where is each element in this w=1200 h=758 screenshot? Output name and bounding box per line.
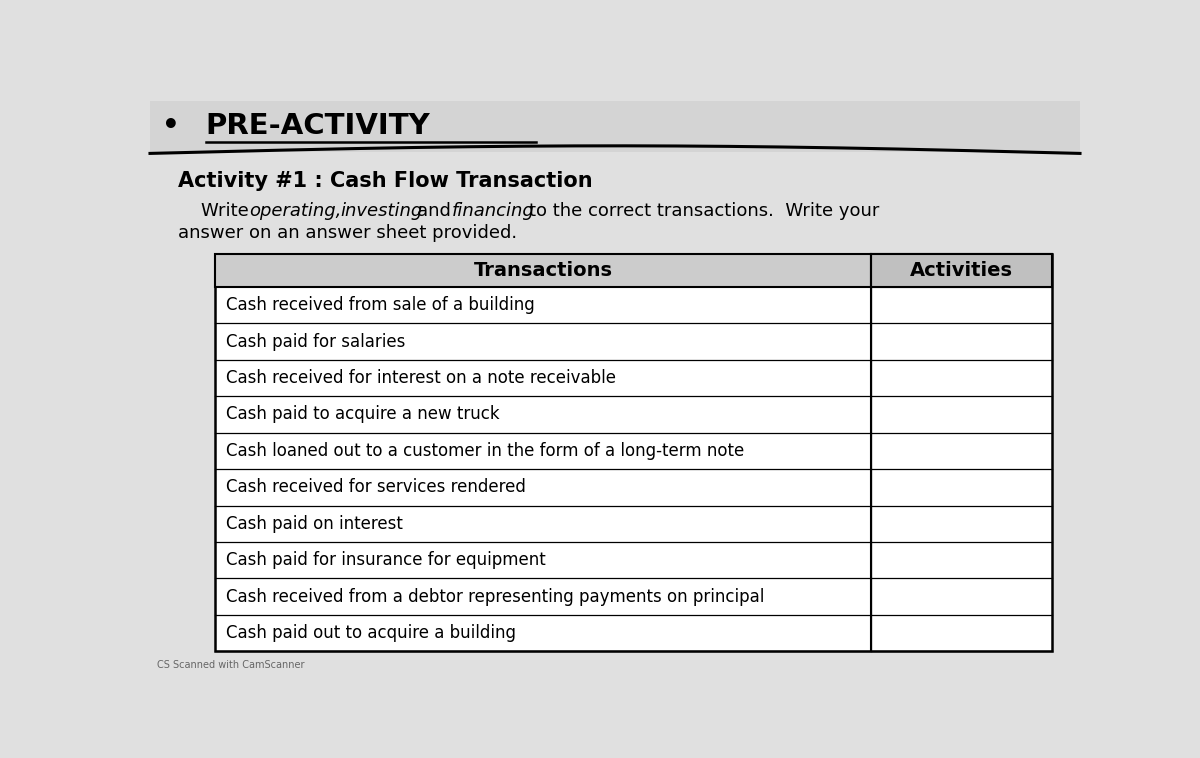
Text: Cash paid to acquire a new truck: Cash paid to acquire a new truck (227, 406, 500, 424)
Bar (215, 255, 1052, 651)
Text: Cash received for interest on a note receivable: Cash received for interest on a note rec… (227, 369, 617, 387)
Text: Cash paid out to acquire a building: Cash paid out to acquire a building (227, 624, 516, 642)
Text: investing: investing (341, 202, 422, 220)
Text: financing: financing (452, 202, 535, 220)
Bar (150, 101, 1080, 152)
Text: CS Scanned with CamScanner: CS Scanned with CamScanner (157, 660, 305, 670)
Text: to the correct transactions.  Write your: to the correct transactions. Write your (528, 202, 878, 220)
Text: Cash paid for salaries: Cash paid for salaries (227, 333, 406, 351)
Bar (871, 255, 1052, 287)
Text: Transactions: Transactions (474, 262, 612, 280)
Text: Write: Write (202, 202, 254, 220)
Text: operating,: operating, (250, 202, 342, 220)
Text: Cash paid for insurance for equipment: Cash paid for insurance for equipment (227, 551, 546, 569)
Text: Cash received from sale of a building: Cash received from sale of a building (227, 296, 535, 314)
Text: PRE-ACTIVITY: PRE-ACTIVITY (206, 111, 431, 139)
Text: •: • (162, 111, 179, 139)
Text: Activities: Activities (910, 262, 1013, 280)
Text: Activity #1 : Cash Flow Transaction: Activity #1 : Cash Flow Transaction (178, 171, 593, 192)
Text: Cash received for services rendered: Cash received for services rendered (227, 478, 526, 496)
Bar (215, 255, 1052, 287)
Text: Cash received from a debtor representing payments on principal: Cash received from a debtor representing… (227, 587, 764, 606)
Text: and: and (416, 202, 456, 220)
Text: answer on an answer sheet provided.: answer on an answer sheet provided. (178, 224, 517, 242)
Text: Cash loaned out to a customer in the form of a long-term note: Cash loaned out to a customer in the for… (227, 442, 744, 460)
Text: Cash paid on interest: Cash paid on interest (227, 515, 403, 533)
